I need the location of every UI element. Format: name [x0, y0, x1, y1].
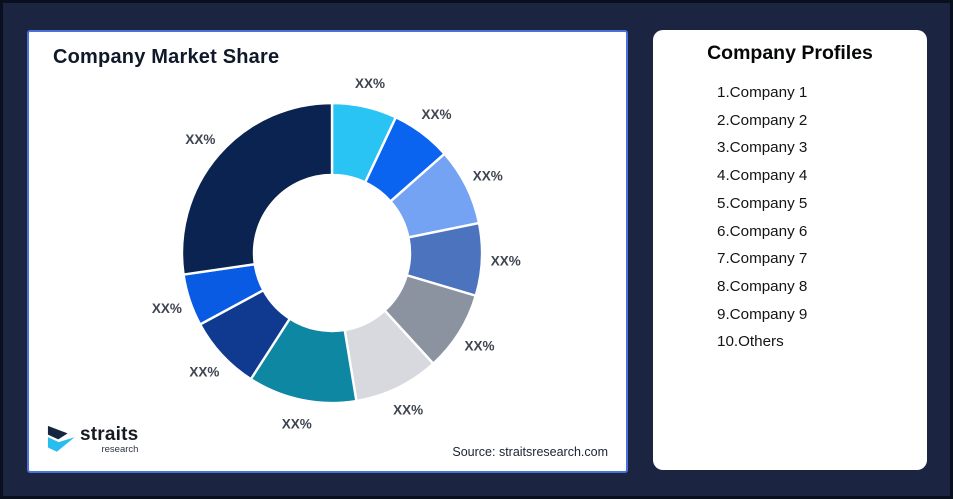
company-list-item: 4.Company 4: [717, 167, 808, 185]
pie-segment-label: XX%: [152, 301, 182, 316]
company-profiles-title: Company Profiles: [707, 42, 873, 64]
pie-segment-label: XX%: [491, 254, 521, 269]
market-share-title: Company Market Share: [53, 46, 280, 68]
pie-segment-label: XX%: [393, 403, 423, 418]
source-attribution: Source: straitsresearch.com: [452, 445, 608, 459]
pie-segment-label: XX%: [189, 364, 219, 379]
company-list-item: 6.Company 6: [717, 222, 808, 240]
pie-segment-label: XX%: [473, 169, 503, 184]
company-list-item: 10.Others: [717, 333, 784, 351]
market-share-panel: Company Market Share XX% XX% XX% XX% XX% XX% X…: [27, 30, 628, 473]
company-list-item: 7.Company 7: [717, 250, 808, 268]
pie-segment-label: XX%: [355, 76, 385, 91]
pie-segment-label: XX%: [282, 416, 312, 431]
pie-segment-label: XX%: [421, 107, 451, 122]
logo-wordmark: straits research: [80, 424, 139, 455]
straits-research-logo: straits research: [47, 424, 138, 455]
company-list-item: 9.Company 9: [717, 305, 808, 323]
company-list-item: 8.Company 8: [717, 277, 808, 295]
company-list-item: 2.Company 2: [717, 111, 808, 129]
straits-logo-icon: [47, 425, 75, 452]
company-profiles-list: 1.Company 1 2.Company 2 3.Company 3 4.Co…: [717, 79, 807, 356]
pie-segment-label: XX%: [464, 338, 494, 353]
company-list-item: 3.Company 3: [717, 139, 808, 157]
pie-segment-label: XX%: [185, 132, 215, 147]
logo-subtitle-text: research: [101, 444, 139, 455]
company-list-item: 1.Company 1: [717, 84, 808, 101]
logo-brand-text: straits: [80, 424, 139, 445]
pie-segment-others: [180, 101, 334, 276]
company-profiles-panel: Company Profiles 1.Company 1 2.Company 2…: [653, 30, 927, 470]
company-list-item: 5.Company 5: [717, 194, 808, 212]
market-share-donut-chart: XX% XX% XX% XX% XX% XX% XX% XX% XX% XX%: [152, 76, 521, 431]
